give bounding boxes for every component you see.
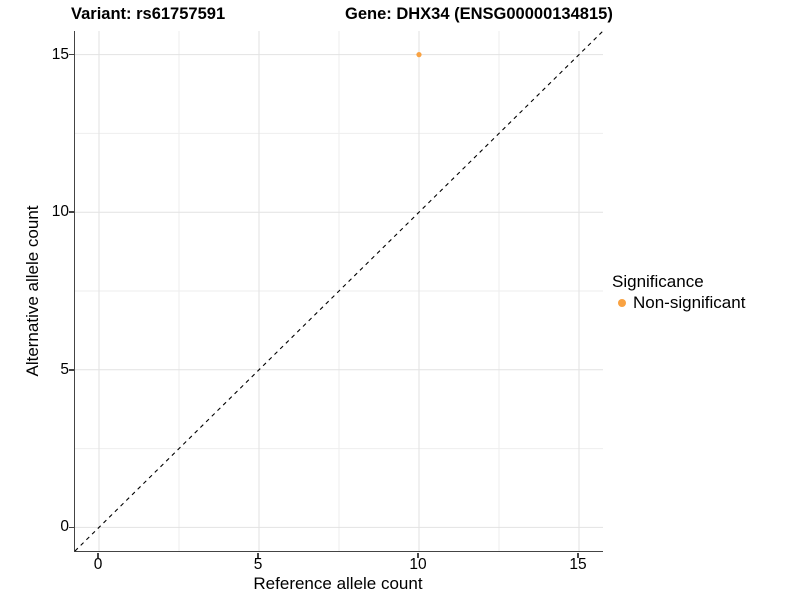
y-axis-tick-label: 0 [60,518,69,536]
x-axis-tick-label: 15 [569,556,587,573]
x-axis-label: Reference allele count [253,574,423,593]
legend-item-label: Non-significant [633,293,746,312]
y-axis-tick-label: 10 [51,203,69,221]
legend-item-non-significant: Non-significant [612,293,745,313]
y-axis-tick-label: 15 [51,45,69,63]
x-axis-tick-mark [577,552,579,558]
x-axis-tick-label: 0 [93,556,103,573]
plot-panel [74,30,604,552]
plot-title-variant: Variant: rs61757591 [71,5,226,23]
y-axis-tick-label: 5 [60,360,69,378]
legend-point-icon [618,299,626,307]
plot-title-gene: Gene: DHX34 (ENSG00000134815) [345,5,613,23]
plot-canvas [74,30,604,552]
y-axis-tick-mark [68,211,74,213]
data-point [416,52,422,58]
x-axis-tick-label: 10 [409,556,427,573]
y-axis-tick-mark [68,369,74,371]
legend: Significance Non-significant [612,272,745,313]
y-axis-tick-mark [68,526,74,529]
x-axis-tick-mark [97,552,99,558]
x-axis-tick-mark [257,552,259,558]
legend-title: Significance [612,272,704,291]
identity-line [74,30,604,552]
x-axis-tick-label: 5 [253,556,263,573]
x-axis-tick-mark [417,552,419,558]
y-axis-tick-mark [68,53,74,56]
y-axis-label: Alternative allele count [23,205,42,377]
